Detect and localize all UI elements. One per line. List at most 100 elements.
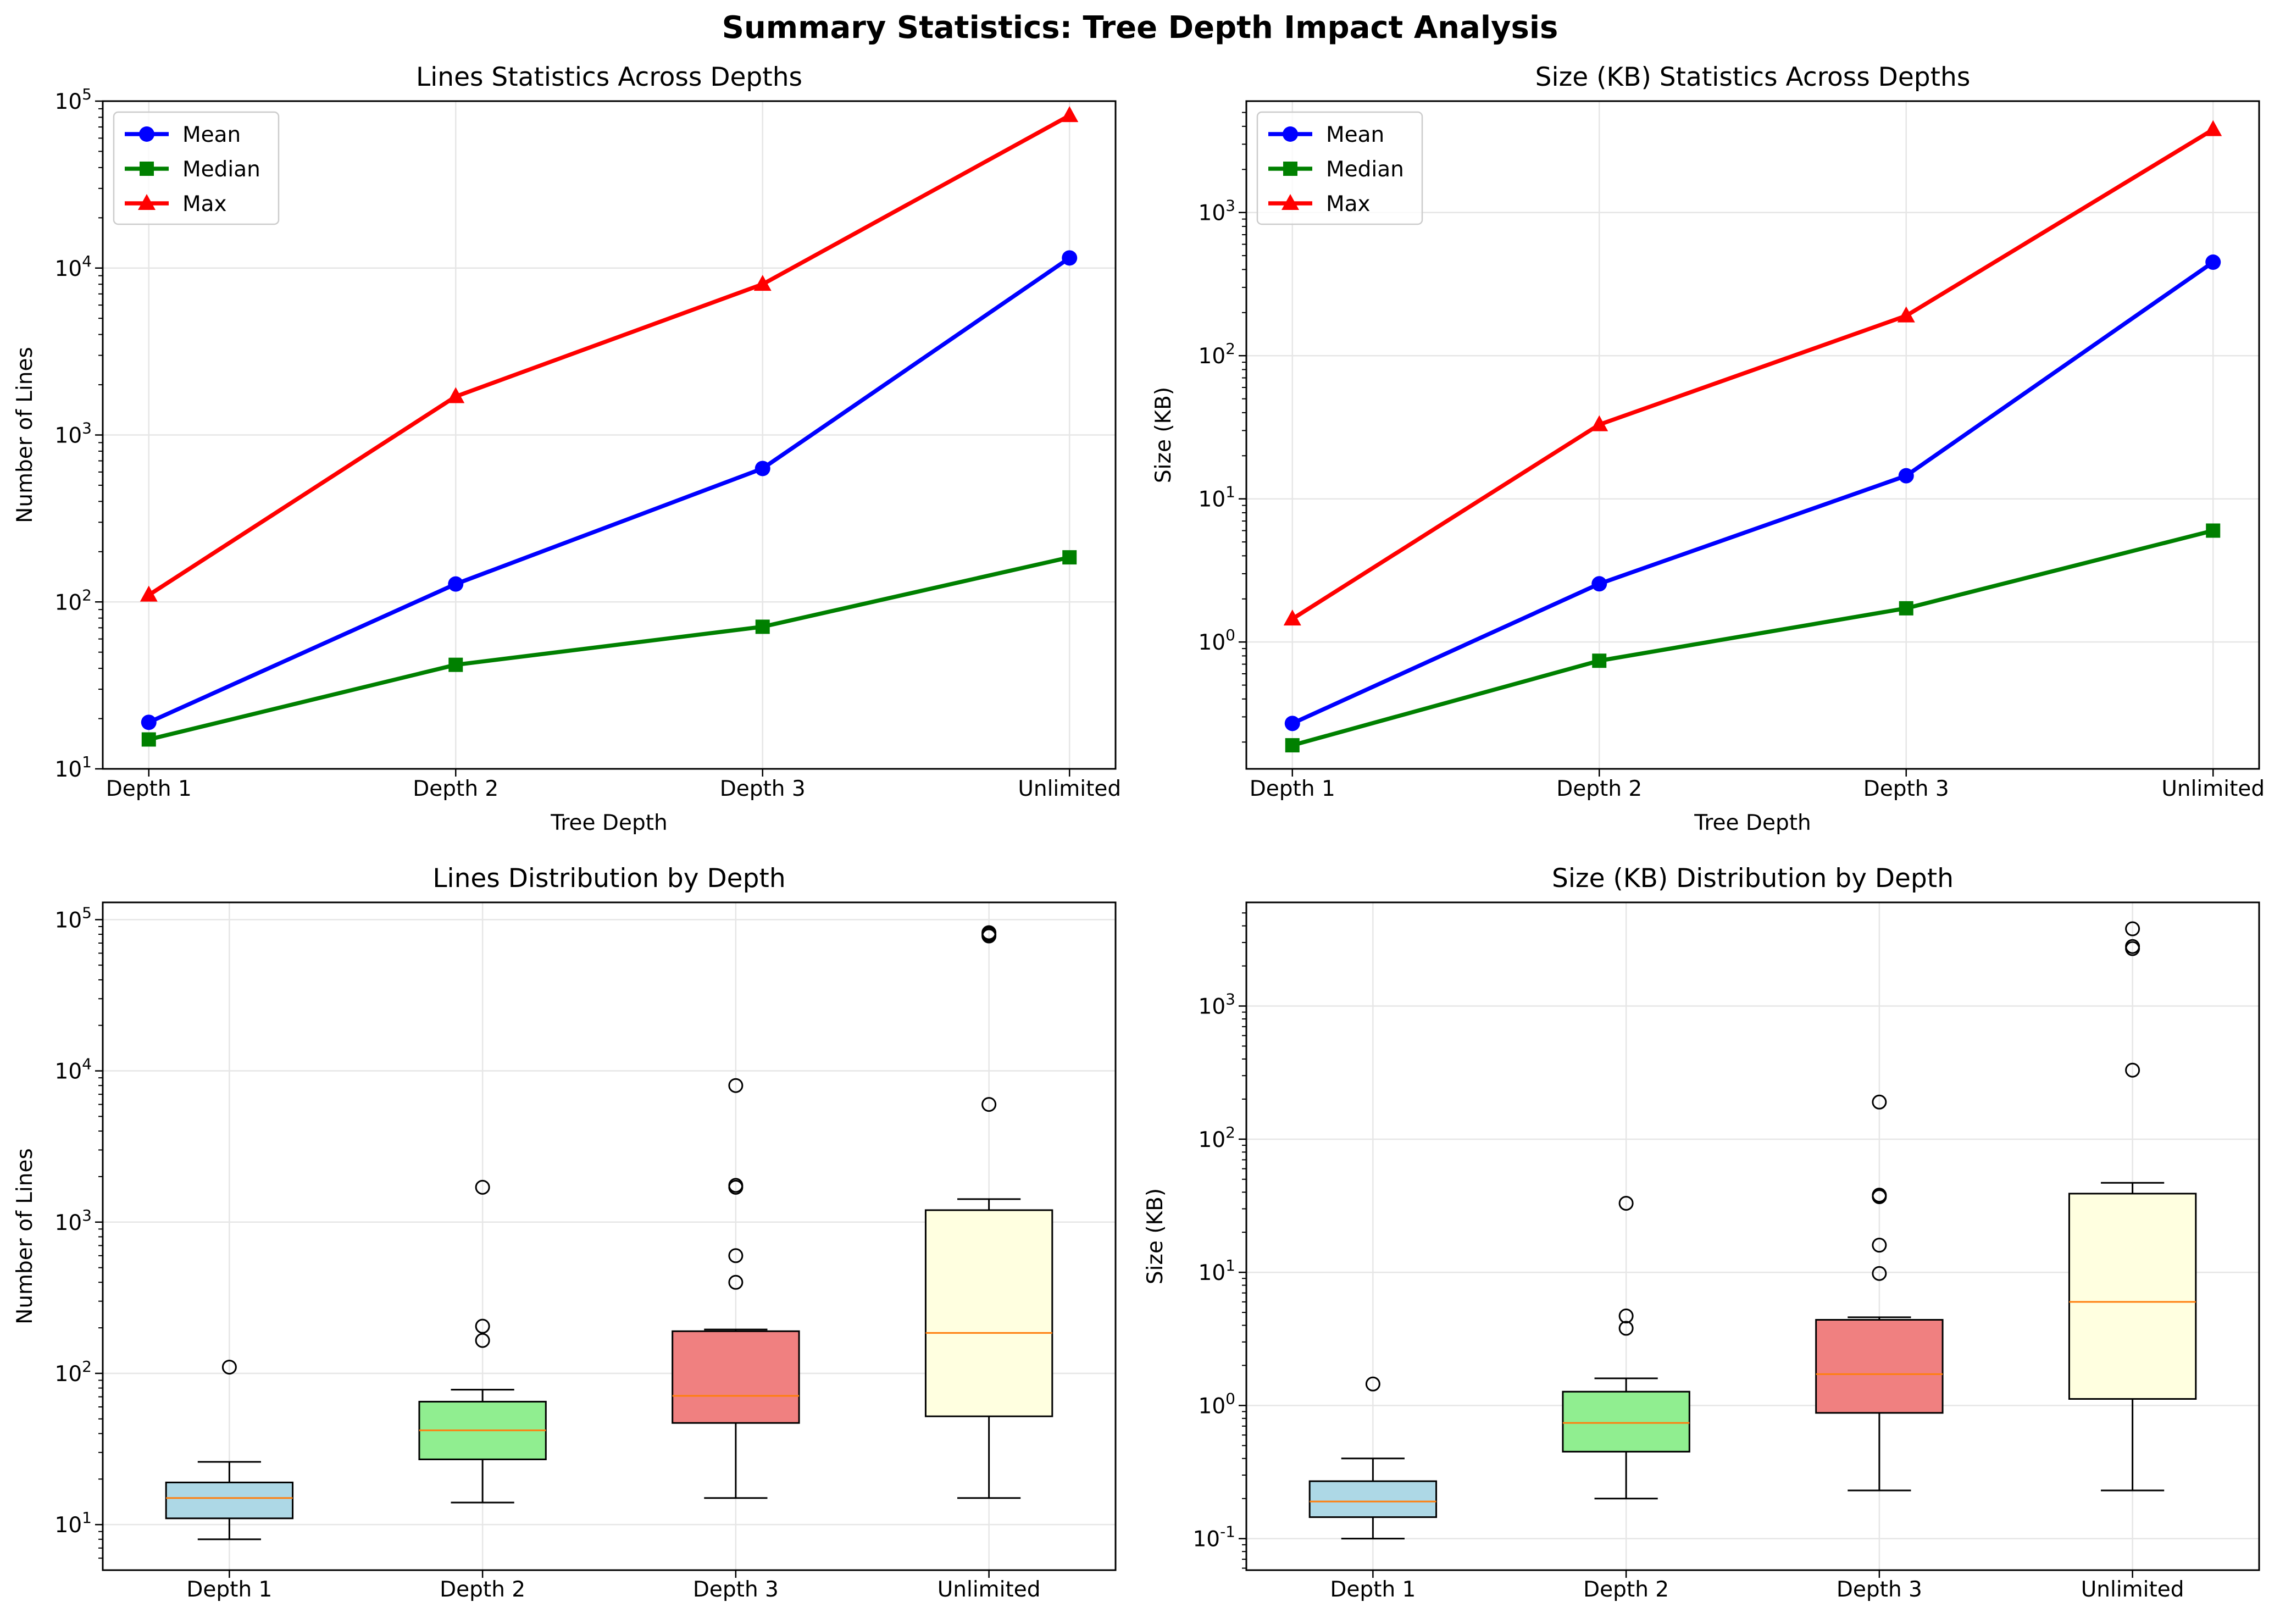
x-tick-label: Depth 2	[1583, 1577, 1669, 1602]
series-median	[1285, 523, 2221, 753]
box-1	[1308, 1376, 1438, 1540]
box-3	[672, 1078, 800, 1499]
x-tick-label: Depth 1	[186, 1577, 272, 1602]
box-1	[165, 1360, 294, 1540]
legend-marker	[1283, 162, 1297, 176]
y-axis-ticks: 101 102 103 104 105	[55, 904, 103, 1538]
outlier	[475, 1318, 490, 1334]
series-line	[1291, 128, 2215, 621]
x-tick-label: Depth 2	[413, 777, 498, 801]
data-point	[447, 387, 465, 403]
outlier	[1618, 1195, 1634, 1211]
x-tick-label: Unlimited	[937, 1577, 1041, 1602]
y-tick-label: 100	[1199, 1389, 1235, 1418]
y-axis-label: Number of Lines	[13, 1148, 37, 1324]
x-axis-label: Tree Depth	[1694, 811, 1811, 835]
outlier	[1618, 1309, 1634, 1324]
data-point	[2206, 523, 2221, 538]
data-point	[448, 657, 463, 672]
data-point	[1285, 738, 1300, 753]
x-tick-label: Unlimited	[2161, 777, 2265, 801]
box-3	[1815, 1094, 1944, 1492]
panel-lines-distribution: 101 102 103 104 105 Depth 1 Depth 2 Depth 3 Unli…	[13, 863, 1117, 1602]
figure-title: Summary Statistics: Tree Depth Impact An…	[722, 10, 1558, 46]
box-2	[1562, 1195, 1690, 1500]
axes-frame	[102, 100, 1117, 770]
panel-title: Lines Statistics Across Depths	[416, 62, 802, 92]
outlier	[728, 1078, 744, 1093]
series-max	[1283, 120, 2222, 626]
data-point	[2205, 254, 2221, 270]
y-tick-label: 101	[1199, 483, 1235, 512]
box-body	[1815, 1318, 1944, 1414]
legend-marker	[138, 194, 156, 210]
data-point	[448, 576, 464, 592]
x-tick-label: Depth 3	[1837, 1577, 1922, 1602]
data-point	[1898, 468, 1914, 484]
outlier	[981, 925, 997, 940]
series-mean	[1284, 254, 2221, 731]
legend-label: Max	[182, 192, 227, 217]
axes-frame	[1245, 901, 2260, 1571]
outlier	[1872, 1238, 1887, 1253]
series-line	[1291, 260, 2215, 725]
data-point	[755, 619, 770, 634]
outlier	[2125, 1062, 2140, 1078]
data-point	[1061, 106, 1079, 123]
data-point	[1590, 415, 1608, 431]
y-axis-label: Size (KB)	[1143, 1188, 1168, 1284]
x-axis-label: Tree Depth	[550, 811, 667, 835]
data-point	[140, 585, 158, 602]
outlier	[475, 1333, 490, 1348]
legend: Mean Median Max	[113, 111, 280, 225]
data-point	[2204, 120, 2222, 136]
data-point	[1592, 653, 1607, 668]
outlier	[2125, 921, 2140, 936]
outlier	[2125, 939, 2140, 954]
y-axis-ticks: 101 102 103 104 105	[55, 85, 103, 782]
box-body	[2068, 1193, 2197, 1400]
x-axis-ticks: Depth 1 Depth 2 Depth 3 Unlimited	[1330, 1570, 2184, 1602]
outlier	[1872, 1266, 1887, 1281]
y-tick-label: 102	[55, 1357, 92, 1387]
outlier	[981, 1097, 997, 1112]
legend-marker	[139, 126, 154, 142]
y-tick-label: 104	[55, 1055, 92, 1084]
y-axis-label: Number of Lines	[13, 347, 37, 523]
x-axis-ticks: Depth 1 Depth 2 Depth 3 Unlimited	[106, 769, 1121, 801]
box-body	[924, 1209, 1053, 1417]
panel-title: Size (KB) Distribution by Depth	[1552, 863, 1954, 894]
outlier	[1872, 1094, 1887, 1110]
box-4	[2068, 921, 2197, 1492]
outlier	[221, 1360, 237, 1375]
outlier	[1618, 1321, 1634, 1336]
legend-label: Median	[1326, 157, 1404, 182]
legend-label: Max	[1326, 192, 1371, 217]
data-point	[1062, 550, 1077, 565]
data-point	[753, 275, 772, 291]
panel-size-distribution: 10-1 100 101 102 103 Depth 1 Depth 2 Depth 3 Unl…	[1143, 863, 2260, 1602]
box-body	[1308, 1480, 1438, 1518]
box-body	[1562, 1390, 1690, 1453]
y-tick-label: 101	[55, 1509, 92, 1538]
panel-size-statistics: 100 101 102 103 Depth 1 Depth 2 Depth 3 Unlimit…	[1151, 62, 2265, 835]
y-tick-label: 102	[1199, 340, 1235, 369]
box-4	[924, 925, 1053, 1499]
legend-marker	[1283, 126, 1298, 142]
x-tick-label: Depth 3	[720, 777, 806, 801]
data-point	[1897, 306, 1915, 323]
y-tick-label: 103	[1199, 197, 1235, 226]
y-tick-label: 101	[55, 753, 92, 782]
series-median	[141, 550, 1077, 747]
y-tick-label: 103	[55, 1206, 92, 1235]
y-tick-label: 102	[1199, 1123, 1235, 1152]
legend-label: Median	[182, 157, 260, 182]
outlier	[1365, 1376, 1380, 1392]
legend-label: Mean	[1326, 123, 1384, 147]
outlier	[728, 1178, 744, 1193]
legend-label: Mean	[182, 123, 241, 147]
outlier	[728, 1248, 744, 1263]
x-tick-label: Depth 2	[440, 1577, 525, 1602]
series-line	[1291, 528, 2214, 747]
